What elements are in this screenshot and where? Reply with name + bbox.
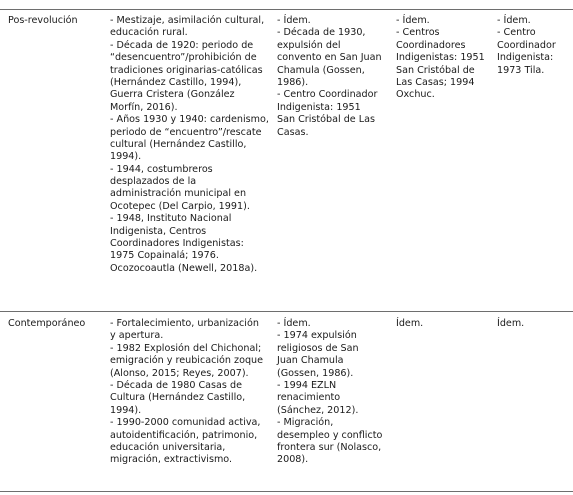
cell-line: - 1982 Explosión del Chichonal; — [110, 342, 262, 354]
cell-line: desplazados de la — [110, 176, 197, 188]
cell-line: autoidentificación, patrimonio, — [110, 429, 258, 441]
cell-line: - Década de 1980 Casas de — [110, 379, 242, 391]
cell-line: Oxchuc. — [396, 89, 435, 101]
cell-line: - Década de 1930, — [277, 27, 366, 39]
cell-line: Indigenistas: 1951 — [396, 52, 485, 64]
cell-line: (Alonso, 2015; Reyes, 2007). — [110, 367, 249, 379]
table-bottom-rule — [0, 491, 573, 492]
cell-line: 1994). — [110, 151, 142, 163]
cell-line: Cultura (Hernández Castillo, — [110, 392, 246, 404]
cell-line: - Centros — [396, 27, 440, 39]
cell-line: - Ídem. — [277, 15, 311, 26]
cell-line: - Mestizaje, asimilación cultural, — [110, 15, 265, 26]
cell-line: Guerra Cristera (González — [110, 89, 235, 101]
cell-line: cultural (Hernández Castillo, — [110, 138, 247, 150]
cell-line: - Ídem. — [396, 15, 430, 26]
cell-line: - Década de 1920: periodo de — [110, 39, 254, 51]
cell-line: educación universitaria, — [110, 441, 226, 453]
table-top-rule — [0, 9, 573, 10]
cell-line: Indigenista, Centros — [110, 225, 207, 237]
cell-line: educación rural. — [110, 27, 188, 39]
cell-line: periodo de “encuentro”/rescate — [110, 126, 262, 138]
cell-line: Indigenista: — [497, 52, 554, 64]
cell-line: 2008). — [277, 454, 309, 466]
table-row-divider — [0, 311, 573, 312]
table-cell: - Ídem. - Centros Coordinadores Indigenista… — [396, 15, 485, 102]
cell-line: Ocozocoautla (Newell, 2018a). — [110, 262, 258, 274]
table-cell: - Ídem. - 1974 expulsión religiosos de San… — [277, 318, 382, 467]
cell-line: emigración y reubicación zoque — [110, 355, 264, 367]
cell-line: Casas. — [277, 126, 309, 138]
cell-line: (Sánchez, 2012). — [277, 404, 359, 416]
cell-line: - 1990-2000 comunidad activa, — [110, 417, 261, 429]
period-label: Contemporáneo — [8, 318, 86, 329]
cell-line: - 1994 EZLN — [277, 379, 337, 391]
cell-line: - 1948, Instituto Nacional — [110, 213, 232, 225]
cell-line: desempleo y conflicto — [277, 429, 383, 441]
cell-line: Coordinadores — [396, 39, 466, 51]
cell-line: - Centro Coordinador — [277, 89, 378, 101]
cell-line: frontera sur (Nolasco, — [277, 441, 382, 453]
cell-line: - Migración, — [277, 417, 334, 429]
cell-line: San Cristóbal de — [396, 64, 475, 76]
cell-line: Coordinadores Indigenistas: — [110, 238, 244, 250]
cell-line: 1973 Tila. — [497, 64, 545, 76]
cell-line: administración municipal en — [110, 188, 247, 200]
table-cell: - Mestizaje, asimilación cultural, educac… — [110, 15, 269, 275]
table-cell: - Fortalecimiento, urbanización y apertur… — [110, 318, 263, 467]
cell-line: “desencuentro”/prohibición de — [110, 52, 257, 64]
cell-line: migración, extractivismo. — [110, 454, 233, 466]
cell-line: (Gossen, 1986). — [277, 367, 354, 379]
period-cell: Contemporáneo — [8, 318, 85, 330]
cell-line: Ídem. — [396, 318, 424, 329]
table-cell: Ídem. — [497, 318, 524, 330]
cell-line: 1986). — [277, 76, 309, 88]
cell-line: expulsión del — [277, 39, 341, 51]
cell-line: Ídem. — [497, 318, 525, 329]
cell-line: - Ídem. — [497, 15, 531, 26]
cell-line: Morfín, 2016). — [110, 101, 178, 113]
table-cell: - Ídem. - Década de 1930, expulsión del con… — [277, 15, 382, 139]
cell-line: 1975 Copainalá; 1976. — [110, 250, 219, 262]
cell-line: y apertura. — [110, 330, 164, 342]
cell-line: Indigenista: 1951 — [277, 101, 361, 113]
cell-line: tradiciones originarias-católicas — [110, 64, 263, 76]
cell-line: - Años 1930 y 1940: cardenismo, — [110, 114, 269, 126]
cell-line: - Ídem. — [277, 318, 311, 329]
cell-line: San Cristóbal de Las — [277, 114, 375, 126]
cell-line: (Hernández Castillo, 1994), — [110, 76, 242, 88]
cell-line: Chamula (Gossen, — [277, 64, 365, 76]
cell-line: Las Casas; 1994 — [396, 76, 475, 88]
period-label: Pos-revolución — [8, 15, 78, 26]
cell-line: - 1974 expulsión — [277, 330, 357, 342]
cell-line: renacimiento — [277, 392, 341, 404]
table-cell: - Ídem. - Centro Coordinador Indigenista: 19… — [497, 15, 556, 77]
cell-line: Juan Chamula — [277, 355, 344, 367]
period-cell: Pos-revolución — [8, 15, 78, 27]
cell-line: - Centro — [497, 27, 536, 39]
cell-line: - Fortalecimiento, urbanización — [110, 318, 259, 329]
cell-line: Ocotepec (Del Carpio, 1991). — [110, 200, 250, 212]
cell-line: 1994). — [110, 404, 142, 416]
table-cell: Ídem. — [396, 318, 423, 330]
cell-line: convento en San Juan — [277, 52, 382, 64]
cell-line: religiosos de San — [277, 342, 359, 354]
cell-line: - 1944, costumbreros — [110, 163, 213, 175]
cell-line: Coordinador — [497, 39, 556, 51]
